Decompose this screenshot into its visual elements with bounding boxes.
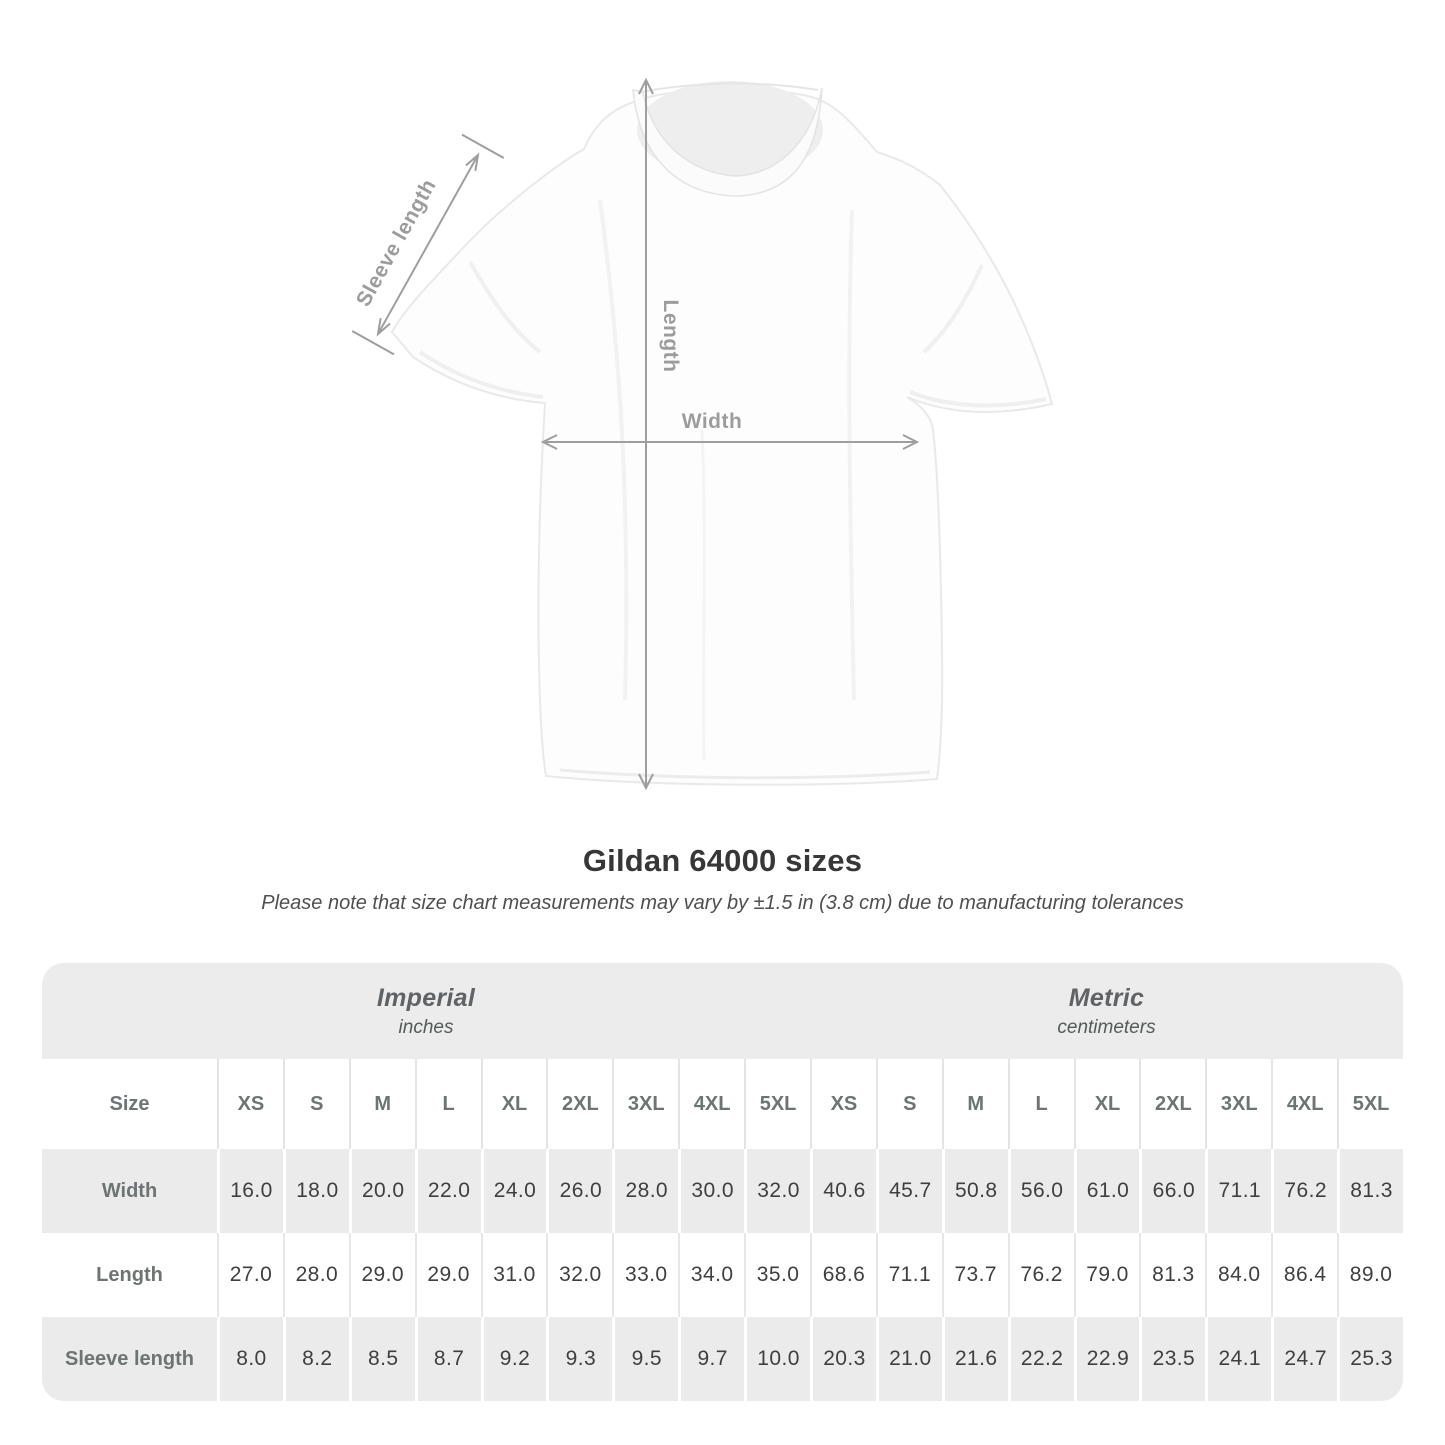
table-cell: 30.0 — [678, 1149, 745, 1233]
table-cell: 50.8 — [941, 1149, 1008, 1233]
table-cell: 40.6 — [809, 1149, 876, 1233]
size-header-imperial-3xl: 3XL — [612, 1059, 678, 1149]
tolerance-note: Please note that size chart measurements… — [261, 892, 1184, 914]
table-cell: 8.2 — [282, 1317, 349, 1401]
imperial-group-unit: inches — [398, 1016, 454, 1038]
table-cell: 45.7 — [875, 1149, 942, 1233]
table-cell: 56.0 — [1007, 1149, 1074, 1233]
table-cell: 9.3 — [546, 1317, 613, 1401]
table-cell: 73.7 — [941, 1233, 1008, 1317]
size-header-metric-l: L — [1007, 1059, 1074, 1149]
size-header-imperial-xl: XL — [480, 1059, 547, 1149]
table-cell: 22.2 — [1007, 1317, 1074, 1401]
size-header-metric-2xl: 2XL — [1139, 1059, 1205, 1149]
size-header-imperial-xs: XS — [217, 1059, 283, 1149]
row-label: Width — [42, 1149, 217, 1233]
width-dimension-arrow: Width — [540, 410, 920, 450]
size-header-metric-4xl: 4XL — [1271, 1059, 1337, 1149]
table-cell: 79.0 — [1073, 1233, 1140, 1317]
size-header-imperial-2xl: 2XL — [546, 1059, 612, 1149]
table-cell: 25.3 — [1337, 1317, 1403, 1401]
table-cell: 76.2 — [1271, 1149, 1338, 1233]
size-header-metric-3xl: 3XL — [1205, 1059, 1271, 1149]
metric-group-unit: centimeters — [1057, 1016, 1156, 1038]
size-header-metric-s: S — [875, 1059, 942, 1149]
table-cell: 23.5 — [1139, 1317, 1206, 1401]
imperial-group-title: Imperial — [376, 983, 476, 1012]
table-cell: 8.5 — [348, 1317, 415, 1401]
table-cell: 35.0 — [744, 1233, 810, 1317]
table-cell: 28.0 — [282, 1233, 349, 1317]
size-header-imperial-l: L — [414, 1059, 481, 1149]
table-cell: 22.0 — [414, 1149, 481, 1233]
table-cell: 32.0 — [744, 1149, 810, 1233]
table-cell: 22.9 — [1073, 1317, 1140, 1401]
row-label: Sleeve length — [42, 1317, 217, 1401]
table-cell: 20.0 — [348, 1149, 415, 1233]
size-table: Imperial inches Metric centimeters Size X… — [42, 963, 1403, 1401]
table-cell: 68.6 — [809, 1233, 876, 1317]
table-cell: 84.0 — [1205, 1233, 1272, 1317]
table-cell: 21.6 — [941, 1317, 1008, 1401]
collar-opening — [637, 81, 823, 179]
size-header-imperial-5xl: 5XL — [744, 1059, 810, 1149]
table-cell: 24.1 — [1205, 1317, 1272, 1401]
table-cell: 18.0 — [282, 1149, 349, 1233]
table-cell: 34.0 — [678, 1233, 745, 1317]
table-cell: 28.0 — [612, 1149, 679, 1233]
table-cell: 24.0 — [480, 1149, 547, 1233]
table-cell: 9.7 — [678, 1317, 745, 1401]
size-header-metric-xs: XS — [809, 1059, 876, 1149]
table-cell: 29.0 — [414, 1233, 481, 1317]
size-header-imperial-s: S — [282, 1059, 349, 1149]
table-cell: 71.1 — [875, 1233, 942, 1317]
size-header-metric-5xl: 5XL — [1337, 1059, 1403, 1149]
imperial-group-header: Imperial inches — [42, 963, 810, 1059]
length-dimension-arrow: Length — [638, 77, 682, 791]
table-cell: 21.0 — [875, 1317, 942, 1401]
size-header-metric-m: M — [941, 1059, 1008, 1149]
table-cell: 33.0 — [612, 1233, 679, 1317]
size-header-metric-xl: XL — [1073, 1059, 1140, 1149]
table-cell: 31.0 — [480, 1233, 547, 1317]
length-label: Length — [659, 300, 682, 373]
size-column-header: Size — [109, 1092, 150, 1115]
table-cell: 9.5 — [612, 1317, 679, 1401]
table-cell: 16.0 — [217, 1149, 283, 1233]
width-label: Width — [682, 410, 743, 433]
table-cell: 20.3 — [809, 1317, 876, 1401]
metric-group-title: Metric — [1068, 983, 1145, 1012]
table-cell: 9.2 — [480, 1317, 547, 1401]
tshirt-diagram: Length Width Sleeve length — [351, 77, 1054, 791]
table-cell: 26.0 — [546, 1149, 613, 1233]
table-cell: 71.1 — [1205, 1149, 1272, 1233]
table-cell: 86.4 — [1271, 1233, 1338, 1317]
table-cell: 10.0 — [744, 1317, 810, 1401]
table-cell: 61.0 — [1073, 1149, 1140, 1233]
tshirt-illustration — [390, 81, 1054, 786]
page-title: Gildan 64000 sizes — [582, 843, 863, 878]
table-cell: 81.3 — [1337, 1149, 1403, 1233]
size-header-imperial-4xl: 4XL — [678, 1059, 744, 1149]
collar-band — [632, 87, 823, 197]
table-cell: 8.0 — [217, 1317, 283, 1401]
size-header-imperial-m: M — [348, 1059, 415, 1149]
table-cell: 27.0 — [217, 1233, 283, 1317]
table-cell: 24.7 — [1271, 1317, 1338, 1401]
metric-group-header: Metric centimeters — [809, 963, 1403, 1059]
table-cell: 32.0 — [546, 1233, 613, 1317]
table-cell: 89.0 — [1337, 1233, 1403, 1317]
table-cell: 81.3 — [1139, 1233, 1206, 1317]
table-cell: 66.0 — [1139, 1149, 1206, 1233]
table-cell: 76.2 — [1007, 1233, 1074, 1317]
row-label: Length — [42, 1233, 217, 1317]
table-cell: 8.7 — [414, 1317, 481, 1401]
table-cell: 29.0 — [348, 1233, 415, 1317]
